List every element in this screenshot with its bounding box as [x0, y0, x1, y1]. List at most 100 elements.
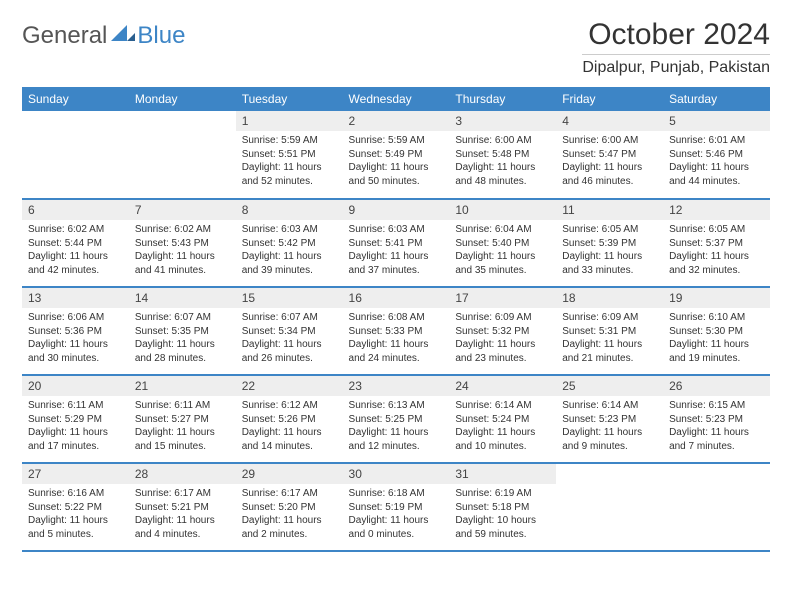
- weekday-header: Friday: [556, 87, 663, 111]
- day-content: Sunrise: 6:07 AMSunset: 5:34 PMDaylight:…: [236, 308, 343, 371]
- calendar-body: 1Sunrise: 5:59 AMSunset: 5:51 PMDaylight…: [22, 111, 770, 551]
- calendar-day-cell: 4Sunrise: 6:00 AMSunset: 5:47 PMDaylight…: [556, 111, 663, 199]
- daylight-line: Daylight: 11 hours and 41 minutes.: [135, 250, 230, 277]
- day-content: Sunrise: 6:09 AMSunset: 5:31 PMDaylight:…: [556, 308, 663, 371]
- day-content: Sunrise: 6:18 AMSunset: 5:19 PMDaylight:…: [343, 484, 450, 547]
- calendar-day-cell: [556, 463, 663, 551]
- logo: General Blue: [22, 22, 185, 50]
- calendar-day-cell: 13Sunrise: 6:06 AMSunset: 5:36 PMDayligh…: [22, 287, 129, 375]
- daylight-line: Daylight: 11 hours and 46 minutes.: [562, 161, 657, 188]
- sunset-line: Sunset: 5:31 PM: [562, 325, 657, 339]
- day-content: Sunrise: 6:11 AMSunset: 5:29 PMDaylight:…: [22, 396, 129, 459]
- sunset-line: Sunset: 5:21 PM: [135, 501, 230, 515]
- day-number: 24: [449, 376, 556, 396]
- sunrise-line: Sunrise: 6:04 AM: [455, 223, 550, 237]
- sunrise-line: Sunrise: 6:13 AM: [349, 399, 444, 413]
- sunrise-line: Sunrise: 6:05 AM: [562, 223, 657, 237]
- calendar-day-cell: 16Sunrise: 6:08 AMSunset: 5:33 PMDayligh…: [343, 287, 450, 375]
- daylight-line: Daylight: 11 hours and 5 minutes.: [28, 514, 123, 541]
- day-content: Sunrise: 6:05 AMSunset: 5:39 PMDaylight:…: [556, 220, 663, 283]
- sunset-line: Sunset: 5:40 PM: [455, 237, 550, 251]
- sunrise-line: Sunrise: 6:11 AM: [135, 399, 230, 413]
- calendar-day-cell: 20Sunrise: 6:11 AMSunset: 5:29 PMDayligh…: [22, 375, 129, 463]
- calendar-week-row: 13Sunrise: 6:06 AMSunset: 5:36 PMDayligh…: [22, 287, 770, 375]
- daylight-line: Daylight: 11 hours and 2 minutes.: [242, 514, 337, 541]
- day-content: Sunrise: 6:04 AMSunset: 5:40 PMDaylight:…: [449, 220, 556, 283]
- calendar-day-cell: 28Sunrise: 6:17 AMSunset: 5:21 PMDayligh…: [129, 463, 236, 551]
- sunset-line: Sunset: 5:44 PM: [28, 237, 123, 251]
- daylight-line: Daylight: 11 hours and 0 minutes.: [349, 514, 444, 541]
- calendar-day-cell: 27Sunrise: 6:16 AMSunset: 5:22 PMDayligh…: [22, 463, 129, 551]
- day-content: Sunrise: 6:09 AMSunset: 5:32 PMDaylight:…: [449, 308, 556, 371]
- daylight-line: Daylight: 11 hours and 48 minutes.: [455, 161, 550, 188]
- sunset-line: Sunset: 5:36 PM: [28, 325, 123, 339]
- sunset-line: Sunset: 5:43 PM: [135, 237, 230, 251]
- day-number: 20: [22, 376, 129, 396]
- sunset-line: Sunset: 5:39 PM: [562, 237, 657, 251]
- sunrise-line: Sunrise: 6:03 AM: [349, 223, 444, 237]
- sunrise-line: Sunrise: 6:08 AM: [349, 311, 444, 325]
- sunset-line: Sunset: 5:47 PM: [562, 148, 657, 162]
- daylight-line: Daylight: 11 hours and 23 minutes.: [455, 338, 550, 365]
- weekday-header: Saturday: [663, 87, 770, 111]
- sunrise-line: Sunrise: 6:00 AM: [562, 134, 657, 148]
- calendar-table: SundayMondayTuesdayWednesdayThursdayFrid…: [22, 87, 770, 552]
- sunrise-line: Sunrise: 6:03 AM: [242, 223, 337, 237]
- calendar-day-cell: 7Sunrise: 6:02 AMSunset: 5:43 PMDaylight…: [129, 199, 236, 287]
- day-content: Sunrise: 6:10 AMSunset: 5:30 PMDaylight:…: [663, 308, 770, 371]
- calendar-week-row: 6Sunrise: 6:02 AMSunset: 5:44 PMDaylight…: [22, 199, 770, 287]
- sunset-line: Sunset: 5:19 PM: [349, 501, 444, 515]
- day-number: 8: [236, 200, 343, 220]
- month-title: October 2024: [582, 18, 770, 52]
- sunrise-line: Sunrise: 6:02 AM: [28, 223, 123, 237]
- sunset-line: Sunset: 5:37 PM: [669, 237, 764, 251]
- day-content: Sunrise: 6:00 AMSunset: 5:48 PMDaylight:…: [449, 131, 556, 194]
- calendar-day-cell: 10Sunrise: 6:04 AMSunset: 5:40 PMDayligh…: [449, 199, 556, 287]
- day-number: 18: [556, 288, 663, 308]
- calendar-day-cell: 24Sunrise: 6:14 AMSunset: 5:24 PMDayligh…: [449, 375, 556, 463]
- sunrise-line: Sunrise: 6:09 AM: [455, 311, 550, 325]
- weekday-header: Thursday: [449, 87, 556, 111]
- day-number: 17: [449, 288, 556, 308]
- calendar-day-cell: 30Sunrise: 6:18 AMSunset: 5:19 PMDayligh…: [343, 463, 450, 551]
- sunrise-line: Sunrise: 6:17 AM: [242, 487, 337, 501]
- sunrise-line: Sunrise: 6:00 AM: [455, 134, 550, 148]
- day-number: 10: [449, 200, 556, 220]
- sunset-line: Sunset: 5:33 PM: [349, 325, 444, 339]
- sunset-line: Sunset: 5:23 PM: [669, 413, 764, 427]
- daylight-line: Daylight: 11 hours and 35 minutes.: [455, 250, 550, 277]
- calendar-day-cell: [22, 111, 129, 199]
- sunrise-line: Sunrise: 6:19 AM: [455, 487, 550, 501]
- sunrise-line: Sunrise: 6:07 AM: [242, 311, 337, 325]
- daylight-line: Daylight: 11 hours and 28 minutes.: [135, 338, 230, 365]
- sunset-line: Sunset: 5:22 PM: [28, 501, 123, 515]
- sunset-line: Sunset: 5:25 PM: [349, 413, 444, 427]
- sunrise-line: Sunrise: 6:12 AM: [242, 399, 337, 413]
- sunrise-line: Sunrise: 6:18 AM: [349, 487, 444, 501]
- calendar-day-cell: 31Sunrise: 6:19 AMSunset: 5:18 PMDayligh…: [449, 463, 556, 551]
- day-content: Sunrise: 6:02 AMSunset: 5:44 PMDaylight:…: [22, 220, 129, 283]
- day-number: 13: [22, 288, 129, 308]
- sunset-line: Sunset: 5:48 PM: [455, 148, 550, 162]
- day-content: Sunrise: 6:11 AMSunset: 5:27 PMDaylight:…: [129, 396, 236, 459]
- calendar-day-cell: 1Sunrise: 5:59 AMSunset: 5:51 PMDaylight…: [236, 111, 343, 199]
- day-number: 23: [343, 376, 450, 396]
- sunset-line: Sunset: 5:26 PM: [242, 413, 337, 427]
- day-number: 31: [449, 464, 556, 484]
- sunset-line: Sunset: 5:51 PM: [242, 148, 337, 162]
- day-number: 21: [129, 376, 236, 396]
- daylight-line: Daylight: 11 hours and 24 minutes.: [349, 338, 444, 365]
- day-number: 25: [556, 376, 663, 396]
- day-content: Sunrise: 5:59 AMSunset: 5:49 PMDaylight:…: [343, 131, 450, 194]
- daylight-line: Daylight: 11 hours and 30 minutes.: [28, 338, 123, 365]
- calendar-week-row: 27Sunrise: 6:16 AMSunset: 5:22 PMDayligh…: [22, 463, 770, 551]
- daylight-line: Daylight: 11 hours and 17 minutes.: [28, 426, 123, 453]
- sunrise-line: Sunrise: 6:09 AM: [562, 311, 657, 325]
- day-number: 1: [236, 111, 343, 131]
- daylight-line: Daylight: 11 hours and 12 minutes.: [349, 426, 444, 453]
- sunset-line: Sunset: 5:41 PM: [349, 237, 444, 251]
- daylight-line: Daylight: 11 hours and 52 minutes.: [242, 161, 337, 188]
- sunrise-line: Sunrise: 6:02 AM: [135, 223, 230, 237]
- day-content: Sunrise: 6:03 AMSunset: 5:42 PMDaylight:…: [236, 220, 343, 283]
- day-content: Sunrise: 6:00 AMSunset: 5:47 PMDaylight:…: [556, 131, 663, 194]
